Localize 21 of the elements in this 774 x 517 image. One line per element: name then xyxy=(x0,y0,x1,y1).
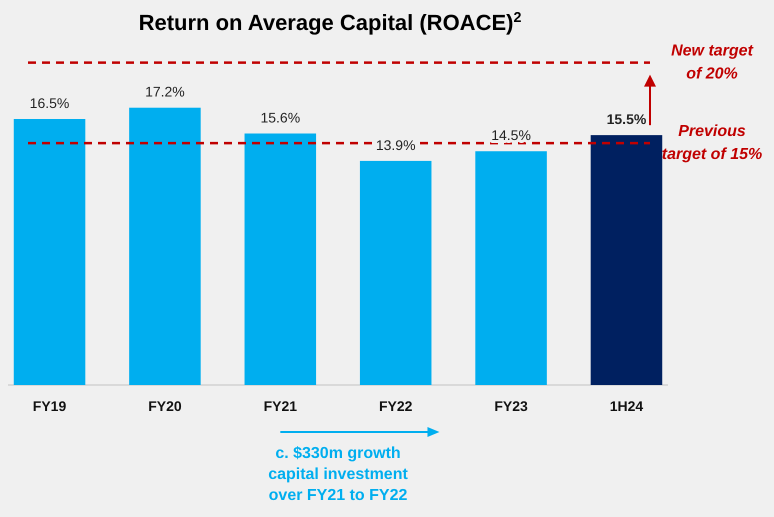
x-tick-label: FY20 xyxy=(148,398,182,414)
x-tick-label: 1H24 xyxy=(610,398,644,414)
chart-title: Return on Average Capital (ROACE)$^{2}$ xyxy=(138,10,522,35)
bar xyxy=(590,135,662,385)
x-tick-label: FY21 xyxy=(264,398,298,414)
data-label: 16.5% xyxy=(30,94,70,111)
x-tick-label: FY22 xyxy=(378,398,413,414)
bar xyxy=(475,151,547,385)
data-label: 17.2% xyxy=(145,84,185,100)
ref-line-label: New target of 20% xyxy=(671,42,754,83)
text: c. $330m growth capital investment over FY21 to FY22 xyxy=(268,445,408,504)
ref-line-label: Previous target of 15% xyxy=(662,123,762,164)
x-tick-label: FY19 xyxy=(32,398,66,414)
data-label: 15.5% xyxy=(606,111,647,128)
bar xyxy=(14,118,86,385)
bar xyxy=(129,108,201,385)
bar xyxy=(360,160,432,385)
data-label: 14.5% xyxy=(491,127,531,144)
x-tick-label: FY23 xyxy=(494,398,528,414)
bar xyxy=(244,134,316,385)
data-label: 15.6% xyxy=(260,110,300,126)
